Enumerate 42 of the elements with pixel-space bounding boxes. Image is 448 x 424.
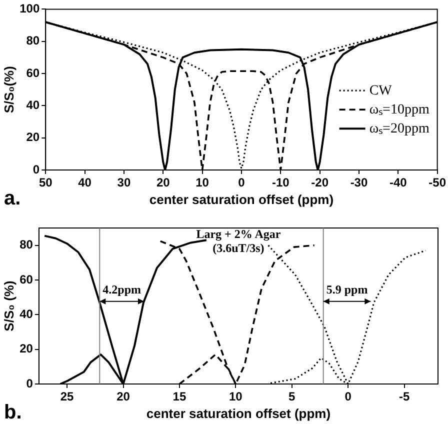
annotation: 5.9 ppm [326,282,368,296]
y-axis-title: S/S₀(%) [1,66,16,114]
legend-label: CW [369,83,393,98]
x-tick-label: -30 [350,176,368,190]
x-tick-label: 15 [172,390,186,404]
y-tick-label: 60 [26,66,40,80]
y-tick-label: 20 [20,342,34,356]
annotation: (3.6uT/3s) [212,241,264,256]
x-tick-label: 10 [228,390,243,404]
x-tick-label: 0 [344,390,352,404]
x-tick-label: 5 [288,390,296,404]
text: b. [4,402,22,424]
y-tick-label: 60 [20,272,34,286]
x-axis-title: center saturation offset (ppm) [146,406,331,421]
x-tick-label: 20 [156,176,170,190]
legend-label: ωₛ=20ppm [369,121,430,136]
legend-label: ωₛ=10ppm [369,102,430,118]
text: a. [4,188,21,210]
y-tick-label: 40 [20,306,34,321]
x-tick-label: 50 [38,176,53,190]
y-tick-label: 40 [26,98,40,112]
y-tick-label: 80 [20,238,34,252]
y-axis-title: S/S₀ (%) [1,280,16,332]
x-tick-label: -5 [398,390,410,404]
x-axis-title: center saturation offset (ppm) [149,192,334,207]
y-tick-label: 20 [26,130,40,144]
x-tick-label: 40 [78,176,92,190]
x-tick-label: 20 [116,390,130,404]
annotation: Larg + 2% Agar [196,227,282,242]
x-tick-label: -40 [389,176,408,190]
x-tick-label: -20 [311,176,329,190]
y-tick-label: 100 [20,2,40,16]
x-tick-label: 0 [238,176,246,190]
y-tick-label: 0 [26,376,34,390]
x-tick-label: 10 [196,176,210,190]
y-tick-label: 80 [26,34,40,48]
y-tick-label: 0 [32,162,40,176]
x-tick-label: 30 [117,176,131,190]
annotation: 4.2ppm [102,282,141,296]
x-tick-label: 25 [60,390,74,404]
x-tick-label: -10 [272,176,290,190]
x-tick-label: -50 [428,176,446,190]
